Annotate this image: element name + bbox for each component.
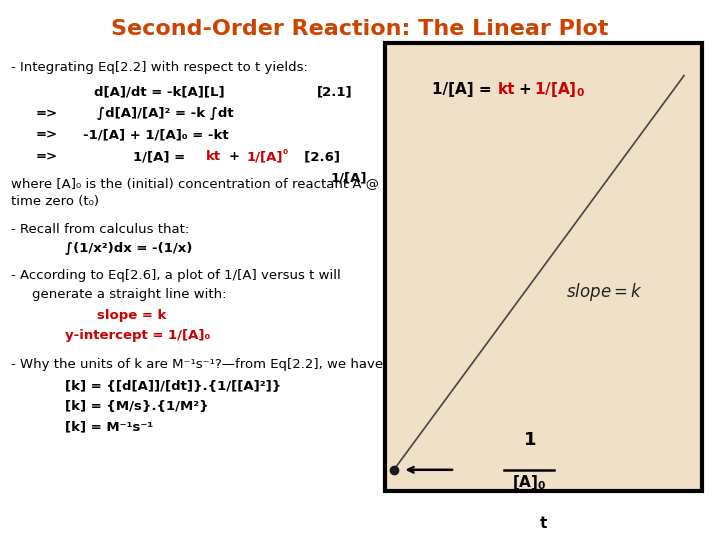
Text: t: t [540,516,547,531]
Text: =>: => [36,107,58,120]
Text: generate a straight line with:: generate a straight line with: [32,288,227,301]
Text: - Integrating Eq[2.2] with respect to t yields:: - Integrating Eq[2.2] with respect to t … [11,61,307,74]
Text: +: + [518,82,531,97]
Text: 1/[A] =: 1/[A] = [133,150,185,163]
Text: 1/[A]: 1/[A] [330,171,367,184]
Text: ∫d[A]/[A]² = -k ∫dt: ∫d[A]/[A]² = -k ∫dt [97,107,234,120]
Text: slope = k: slope = k [97,309,166,322]
Text: ₀: ₀ [283,144,288,157]
Text: $\mathbf{1}$: $\mathbf{1}$ [523,431,536,449]
Text: kt: kt [498,82,516,97]
Text: =>: => [36,150,58,163]
Text: $slope = k$: $slope = k$ [567,281,643,302]
Text: -1/[A] + 1/[A]₀ = -kt: -1/[A] + 1/[A]₀ = -kt [83,129,228,141]
Text: ∫(1/x²)dx = -(1/x): ∫(1/x²)dx = -(1/x) [65,242,192,255]
Text: $\mathbf{1/[A]_0}$: $\mathbf{1/[A]_0}$ [534,79,585,99]
Text: - Recall from calculus that:: - Recall from calculus that: [11,223,189,236]
Text: kt: kt [206,150,221,163]
Text: [2.1]: [2.1] [317,85,352,98]
Text: 1/[A]: 1/[A] [246,150,283,163]
Text: d[A]/dt = -k[A][L]: d[A]/dt = -k[A][L] [94,85,224,98]
Text: [2.6]: [2.6] [295,150,340,163]
Text: +: + [229,150,240,163]
Text: - According to Eq[2.6], a plot of 1/[A] versus t will: - According to Eq[2.6], a plot of 1/[A] … [11,269,341,282]
Text: [k] = {M/s}.{1/M²}: [k] = {M/s}.{1/M²} [65,400,208,413]
Text: 1/[A] =: 1/[A] = [432,82,492,97]
Text: time zero (t₀): time zero (t₀) [11,195,99,208]
Text: Second-Order Reaction: The Linear Plot: Second-Order Reaction: The Linear Plot [112,19,608,39]
Text: [k] = M⁻¹s⁻¹: [k] = M⁻¹s⁻¹ [65,420,153,433]
Bar [385,43,702,491]
Text: $\mathbf{[A]_0}$: $\mathbf{[A]_0}$ [512,472,546,491]
Text: where [A]₀ is the (initial) concentration of reactant A @: where [A]₀ is the (initial) concentratio… [11,177,379,190]
Text: - Why the units of k are M⁻¹s⁻¹?—from Eq[2.2], we have:: - Why the units of k are M⁻¹s⁻¹?—from Eq… [11,358,387,371]
Text: y-intercept = 1/[A]₀: y-intercept = 1/[A]₀ [65,329,210,342]
Text: =>: => [36,129,58,141]
Text: [k] = {[d[A]]/[dt]}.{1/[[A]²]}: [k] = {[d[A]]/[dt]}.{1/[[A]²]} [65,380,281,393]
